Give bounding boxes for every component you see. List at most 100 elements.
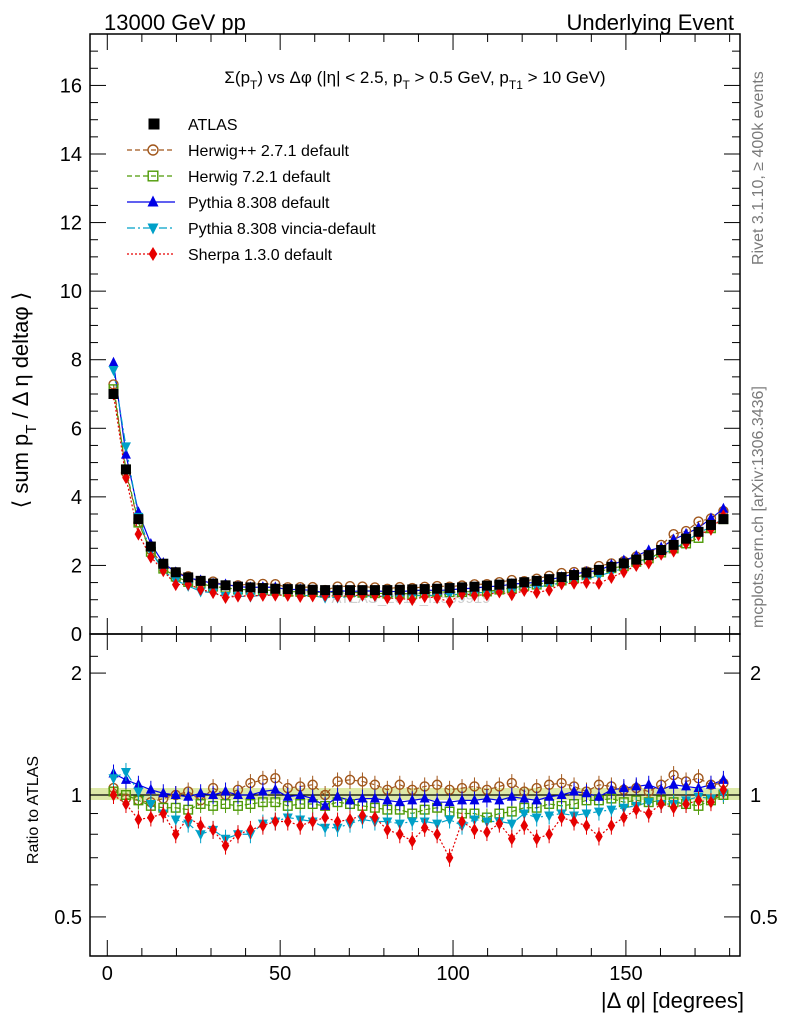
data-point-sherpa-1-3-0-default: [221, 590, 230, 604]
x-tick-label: 50: [269, 963, 291, 985]
ratio-tick-label-right: 1: [750, 785, 761, 807]
data-point-atlas: [705, 519, 716, 530]
ratio-point-sherpa-1-3-0-default: [470, 823, 479, 837]
plot-title-c: > 0.5 GeV, p: [410, 68, 509, 87]
y-axis-title-b: / Δ η deltaφ ⟩: [8, 292, 33, 425]
ratio-point-sherpa-1-3-0-default: [184, 810, 192, 824]
ratio-point-pythia-8-308-default: [718, 773, 729, 784]
data-point-atlas: [332, 585, 343, 596]
y-axis-title-sub: T: [23, 425, 40, 434]
ratio-point-pythia-8-308-default: [631, 780, 642, 791]
rivet-label: Rivet 3.1.10, ≥ 400k events: [750, 71, 767, 265]
data-point-atlas: [108, 389, 119, 399]
ratio-point-pythia-8-308-vincia-default: [581, 809, 592, 820]
ratio-point-pythia-8-308-default: [208, 789, 219, 799]
ratio-point-sherpa-1-3-0-default: [570, 815, 578, 829]
data-point-sherpa-1-3-0-default: [171, 578, 180, 592]
ratio-point-sherpa-1-3-0-default: [582, 819, 591, 833]
ratio-point-pythia-8-308-vincia-default: [643, 798, 654, 809]
data-point-atlas: [133, 514, 144, 525]
ratio-point-pythia-8-308-default: [432, 796, 443, 807]
ratio-point-pythia-8-308-default: [345, 794, 355, 805]
ratio-point-sherpa-1-3-0-default: [433, 827, 441, 841]
legend-marker-atlas: [148, 118, 160, 130]
ratio-point-herwig-2-7-1-default: [369, 779, 381, 790]
ratio-point-pythia-8-308-default: [606, 783, 617, 794]
data-point-atlas: [656, 545, 667, 555]
data-point-atlas: [394, 584, 405, 595]
ratio-series-lines: [113, 771, 724, 860]
data-point-sherpa-1-3-0-default: [520, 584, 529, 598]
ratio-point-pythia-8-308-default: [519, 792, 530, 803]
y-tick-label: 2: [71, 555, 82, 577]
data-point-pythia-8-308-default: [705, 512, 716, 523]
ratio-point-pythia-8-308-vincia-default: [606, 805, 617, 816]
data-point-atlas: [506, 578, 517, 589]
data-point-atlas: [693, 526, 704, 537]
ratio-point-pythia-8-308-vincia-default: [481, 817, 492, 828]
y-axis-title-a: ⟨ sum p: [8, 434, 33, 509]
data-point-sherpa-1-3-0-default: [196, 582, 205, 596]
ratio-point-sherpa-1-3-0-default: [296, 819, 305, 833]
ratio-point-pythia-8-308-default: [581, 787, 592, 798]
legend-marker-herwig-7-2-1-default: [147, 170, 159, 182]
ratio-point-sherpa-1-3-0-default: [520, 819, 529, 833]
data-point-atlas: [593, 564, 604, 575]
plot-title-b: ) vs Δφ (|η| < 2.5, p: [257, 68, 402, 87]
analysis-label: Underlying Event: [566, 10, 734, 35]
data-point-sherpa-1-3-0-default: [632, 559, 641, 573]
series-line-sherpa-1-3-0-default: [112, 393, 724, 603]
data-point-atlas: [631, 554, 642, 565]
ratio-point-pythia-8-308-default: [681, 780, 692, 791]
x-tick-label: 0: [102, 963, 113, 985]
ratio-point-herwig-2-7-1-default: [332, 776, 343, 787]
legend-marker-sherpa-1-3-0-default: [148, 247, 158, 261]
data-point-atlas: [681, 533, 692, 544]
data-point-atlas: [208, 578, 219, 589]
ratio-point-pythia-8-308-default: [295, 789, 306, 799]
data-point-atlas: [494, 579, 505, 590]
plot-title-a: Σ(p: [224, 68, 250, 87]
ratio-point-pythia-8-308-default: [232, 789, 243, 799]
data-point-sherpa-1-3-0-default: [508, 588, 516, 602]
ratio-point-sherpa-1-3-0-default: [545, 827, 553, 841]
ratio-point-pythia-8-308-default: [531, 794, 542, 805]
y-tick-label: 0: [71, 624, 82, 646]
data-point-atlas: [158, 558, 169, 569]
main-series-markers: [108, 356, 729, 609]
data-point-sherpa-1-3-0-default: [607, 571, 616, 585]
data-point-atlas: [481, 580, 492, 591]
ratio-point-pythia-8-308-default: [170, 789, 181, 799]
data-point-atlas: [469, 581, 480, 592]
data-point-sherpa-1-3-0-default: [595, 576, 603, 590]
data-point-atlas: [145, 541, 156, 552]
y-tick-label: 4: [71, 487, 82, 509]
plot-title-d: > 10 GeV): [523, 68, 606, 87]
data-point-atlas: [556, 572, 567, 583]
data-point-atlas: [295, 584, 306, 595]
data-point-atlas: [345, 585, 355, 596]
data-point-sherpa-1-3-0-default: [433, 591, 441, 605]
ratio-point-pythia-8-308-default: [705, 778, 716, 789]
legend-marker-herwig-2-7-1-default: [147, 144, 159, 156]
ratio-point-pythia-8-308-default: [145, 783, 156, 794]
ratio-point-pythia-8-308-vincia-default: [145, 800, 156, 811]
ratio-point-pythia-8-308-default: [158, 787, 169, 798]
y-tick-label: 10: [60, 281, 82, 303]
ratio-point-pythia-8-308-vincia-default: [170, 815, 181, 826]
data-point-atlas: [357, 585, 368, 596]
data-point-sherpa-1-3-0-default: [445, 595, 454, 609]
ratio-point-herwig-2-7-1-default: [506, 777, 518, 789]
ratio-point-sherpa-1-3-0-default: [607, 819, 616, 833]
ratio-point-sherpa-1-3-0-default: [694, 793, 703, 807]
data-point-atlas: [432, 583, 443, 594]
ratio-point-pythia-8-308-vincia-default: [432, 819, 443, 830]
ratio-point-sherpa-1-3-0-default: [595, 829, 603, 843]
data-point-atlas: [531, 575, 542, 586]
ratio-point-pythia-8-308-default: [394, 796, 405, 807]
data-point-sherpa-1-3-0-default: [644, 556, 653, 570]
x-tick-label: 100: [436, 963, 469, 985]
ratio-tick-label-right: 0.5: [750, 907, 778, 929]
data-point-atlas: [457, 582, 468, 593]
ratio-point-pythia-8-308-default: [618, 782, 629, 793]
